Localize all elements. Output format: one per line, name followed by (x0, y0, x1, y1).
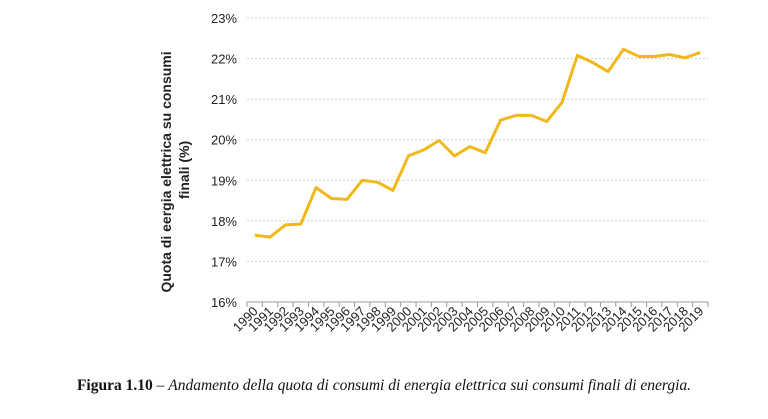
caption-separator: – (152, 377, 169, 394)
y-tick-label: 18% (211, 214, 237, 229)
y-tick-label: 19% (211, 173, 237, 188)
line-chart: 16% 17% 18% 19% 20% 21% 22% 23% 1990 1991 1992 199… (158, 11, 709, 335)
y-tick-labels: 16% 17% 18% 19% 20% 21% 22% 23% (211, 11, 237, 310)
chart-svg: 16% 17% 18% 19% 20% 21% 22% 23% 199019911992199… (158, 11, 709, 335)
y-tick-label: 23% (211, 11, 237, 26)
figure-caption-text: Andamento della quota di consumi di ener… (168, 377, 692, 394)
y-tick-label: 17% (211, 254, 237, 269)
y-tick-label: 22% (211, 52, 237, 67)
series-line-path (254, 47, 701, 239)
x-tick-labels: 1990199119921993199419951996199719981999… (230, 304, 707, 335)
figure-label: Figura 1.10 (76, 377, 153, 394)
figure-caption: Figura 1.10 – Andamento della quota di c… (0, 377, 768, 395)
y-tick-label: 16% (211, 295, 237, 310)
y-axis-label-line-2: finali (%) (176, 141, 192, 199)
y-tick-label: 21% (211, 92, 237, 107)
y-axis-label: Quota di eergia elettrica su consumi fin… (158, 47, 192, 292)
gridlines (247, 17, 708, 262)
x-axis (246, 301, 709, 307)
series-line (254, 47, 701, 239)
y-tick-label: 20% (211, 133, 237, 148)
y-axis-label-line-1: Quota di eergia elettrica su consumi (158, 51, 174, 292)
